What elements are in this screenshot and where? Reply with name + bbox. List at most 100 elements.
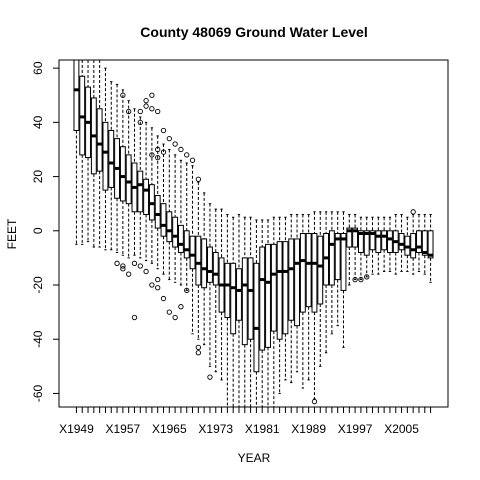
outlier-point [207,374,213,380]
outlier-point [166,135,172,142]
box-body [102,121,109,191]
x-tick-label: X1989 [291,422,326,436]
y-tick-label: 60 [31,61,45,75]
box-2009 [421,214,428,275]
box-body [317,235,324,305]
box-body [340,233,347,291]
box-1963 [154,108,161,291]
box-1970 [195,176,202,356]
box-1950 [79,60,86,245]
y-tick-label: -20 [31,276,45,294]
y-axis: 60 40 20 0 -20 -40 -60 [31,61,60,402]
box-body [421,230,428,256]
box-1964 [160,127,167,302]
box-1973 [212,208,219,373]
box-body [282,241,289,335]
box-body [230,262,237,335]
box-body [363,230,370,256]
box-1955 [108,81,115,251]
box-body [288,238,295,321]
box-1958 [125,100,132,277]
box-1974 [218,208,225,381]
outlier-point [126,271,132,277]
box-body [265,243,271,348]
box-body [381,230,388,251]
outlier-point [160,127,167,134]
box-1966 [172,141,179,321]
outlier-point [155,276,161,283]
x-tick-label: X1965 [152,422,187,436]
box-1954 [102,67,109,251]
outlier-point [311,398,318,405]
box-body [270,243,277,332]
box-1995 [340,211,347,348]
x-tick-label: X1949 [59,422,94,436]
outlier-point [166,309,172,315]
outlier-point [143,98,149,104]
box-1951 [85,60,91,243]
y-tick-label: 20 [31,170,45,184]
x-tick-label: X1957 [106,422,141,436]
box-1999 [363,216,370,280]
outlier-point [160,295,167,302]
box-1968 [183,152,190,294]
box-1991 [317,211,324,367]
box-1975 [224,214,231,407]
box-body [125,154,132,205]
box-body [108,129,115,188]
box-body [143,178,150,216]
outlier-point [120,266,126,272]
box-body [247,257,254,340]
outlier-point [155,154,161,161]
box-1988 [299,214,306,389]
box-body [328,230,335,286]
box-1960 [137,108,144,269]
box-2010 [427,214,434,283]
box-body [96,108,103,172]
x-tick-label: X1973 [198,422,233,436]
y-tick-label: 0 [31,227,45,234]
box-1987 [294,214,300,373]
outlier-point [149,152,155,158]
x-tick-label: X2005 [384,422,419,436]
box-1997 [352,214,359,283]
y-tick-label: -40 [31,330,45,348]
outlier-point [143,103,149,109]
box-1961 [143,98,150,275]
box-body [241,257,248,346]
box-body [236,268,242,321]
box-body [276,241,283,340]
box-body [160,203,167,237]
box-1978 [241,216,248,407]
y-tick-label: -60 [31,384,45,402]
box-1990 [311,211,318,405]
box-body [183,230,190,259]
outlier-point [126,108,132,115]
box-body [253,262,260,373]
box-body [166,211,173,243]
box-body [294,238,300,327]
outlier-point [131,260,138,266]
box-2003 [387,216,393,272]
outlier-point [189,157,196,163]
outlier-point [155,285,161,291]
box-2004 [392,214,399,275]
box-1982 [265,219,271,407]
x-tick-label: X1981 [245,422,280,436]
outlier-point [352,276,358,283]
outlier-point [364,274,370,280]
outlier-point [137,108,143,115]
box-1967 [177,146,184,310]
box-body [375,230,382,253]
box-body [207,246,213,283]
box-body [369,230,376,251]
outlier-point [184,287,190,294]
outlier-point [114,260,120,266]
outlier-point [137,119,143,126]
outlier-point [120,263,126,269]
outlier-point [131,314,138,321]
box-1949 [73,60,80,245]
box-body [311,233,318,313]
x-tick-label: X1997 [338,422,373,436]
